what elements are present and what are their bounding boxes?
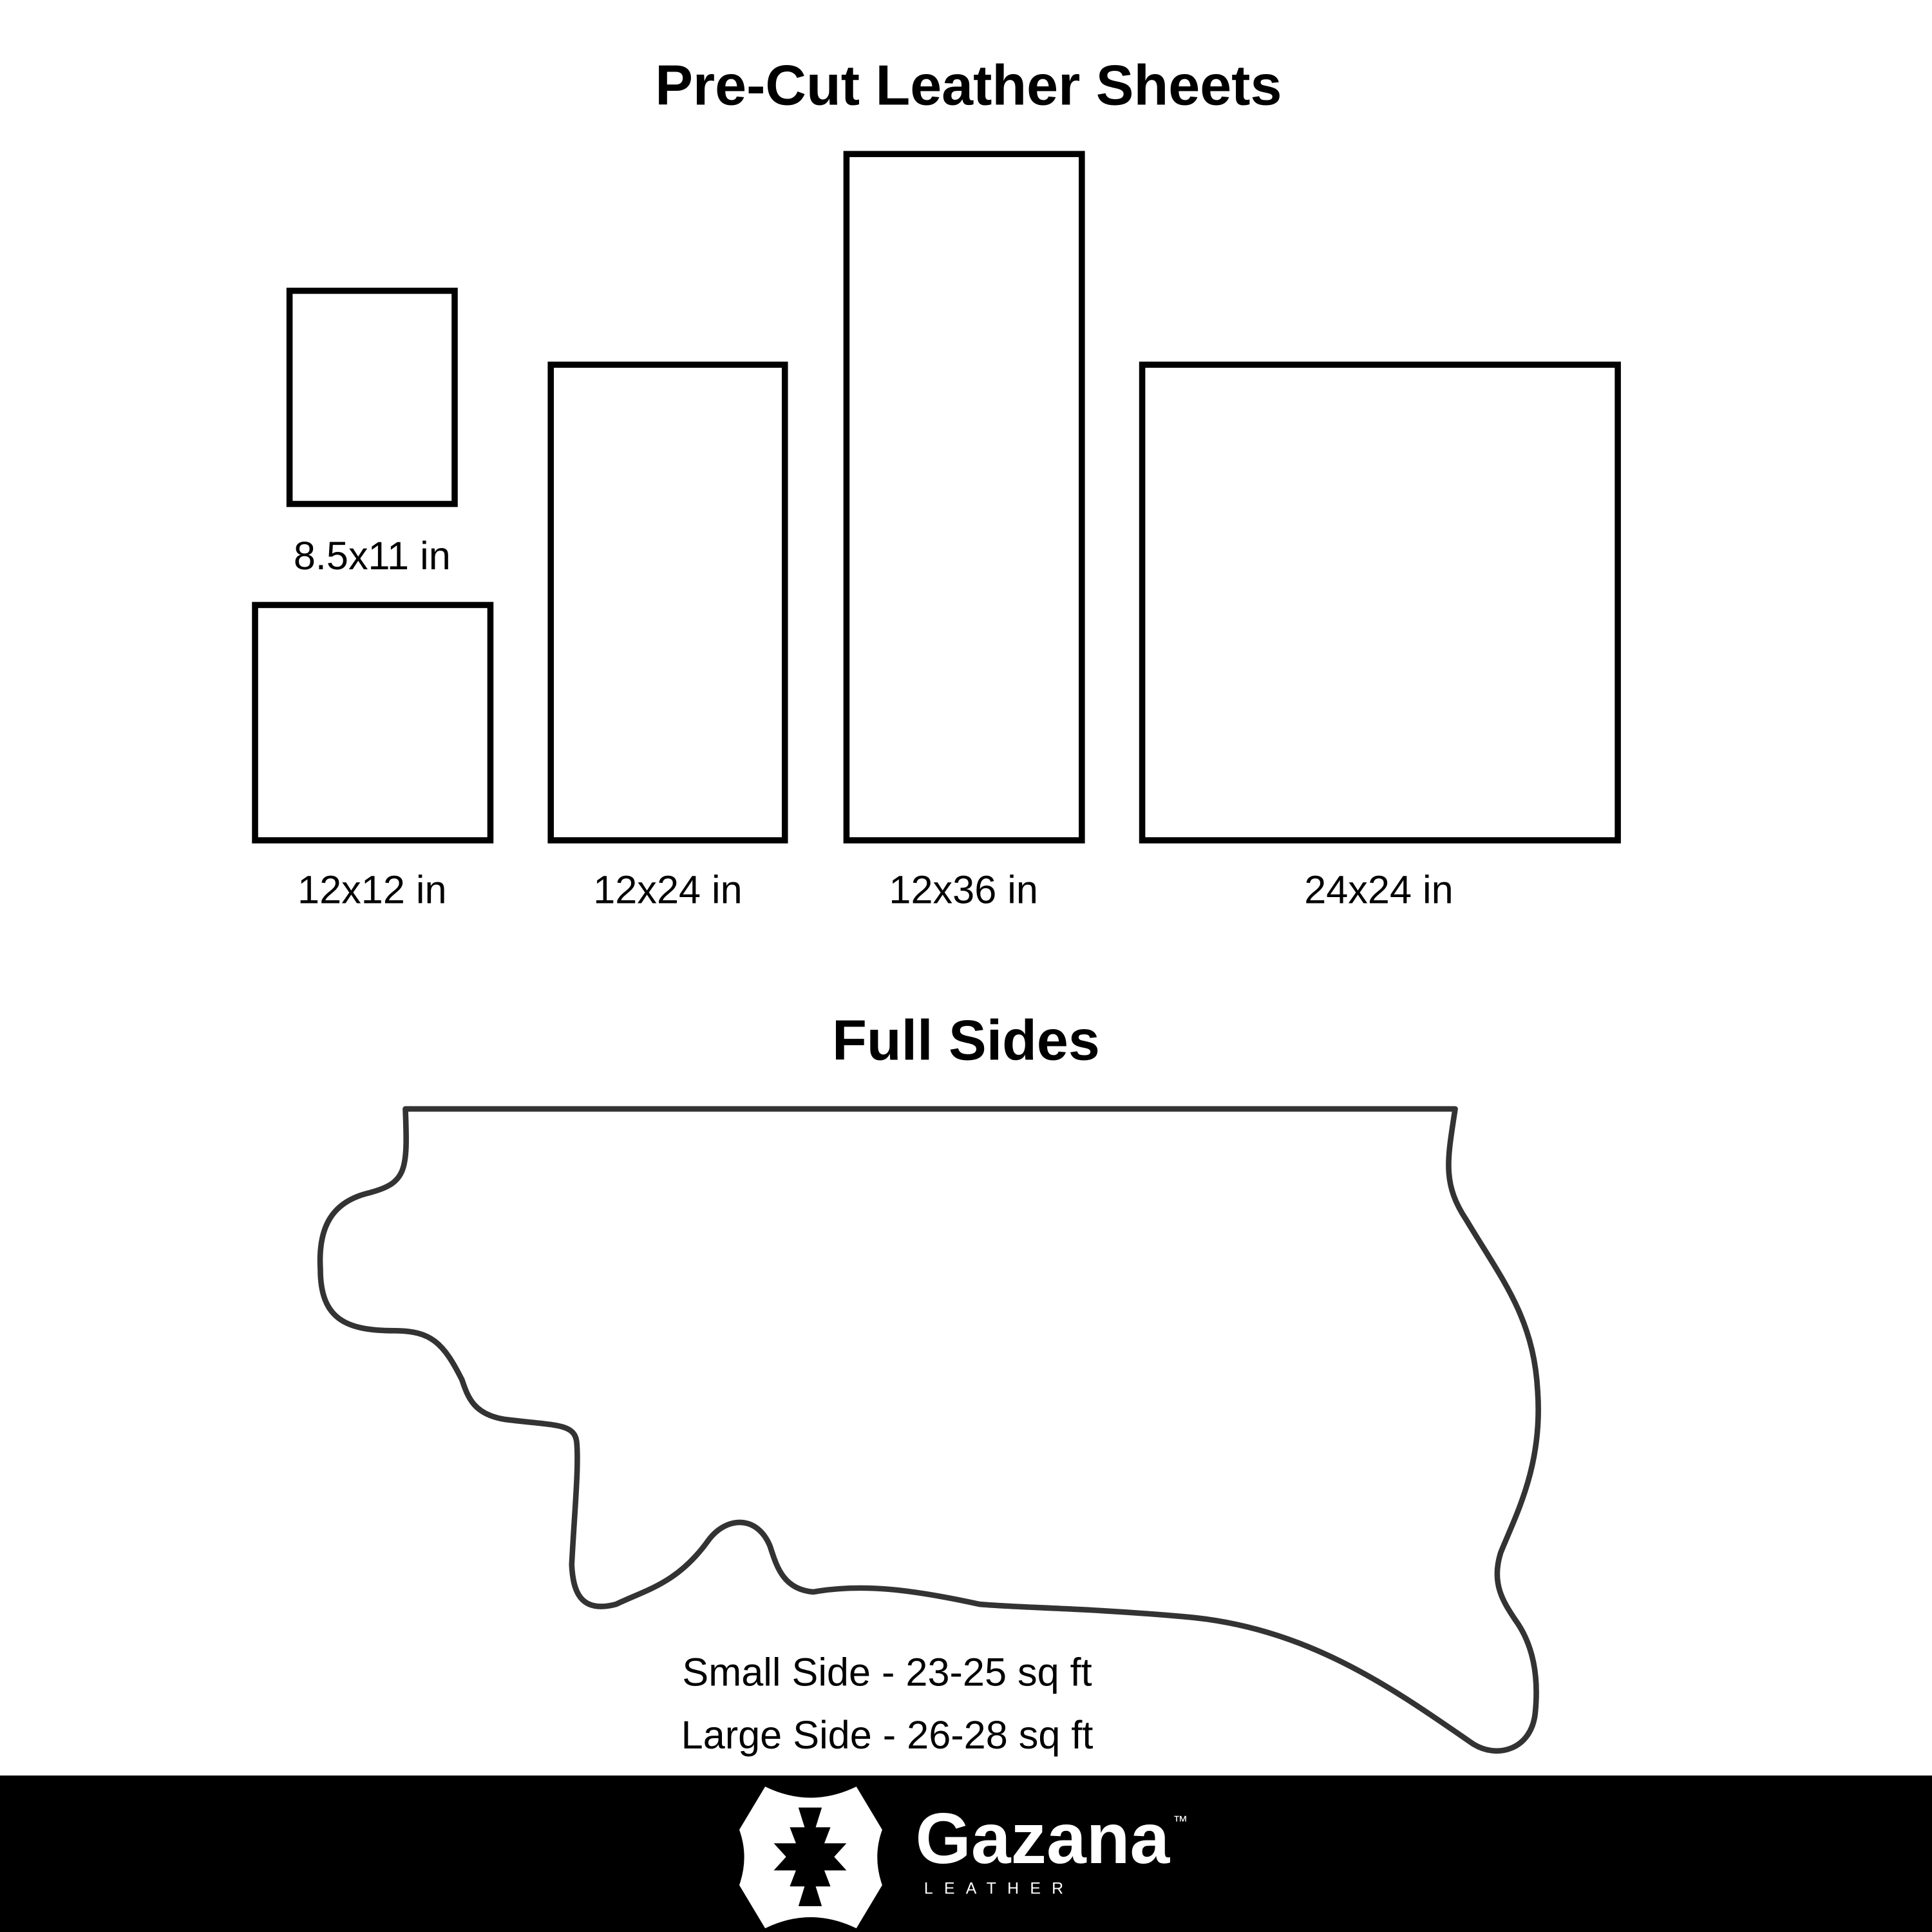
sheet-8-5x11: [286, 287, 458, 507]
gazana-logo-icon: [739, 1786, 882, 1929]
footer-band: [0, 1776, 1932, 1932]
sheet-label-12x12: 12x12 in: [298, 867, 446, 911]
small-side-size: Small Side - 23-25 sq ft: [682, 1650, 1092, 1694]
brand-subtitle: LEATHER: [924, 1880, 1074, 1898]
brand-name: Gazana: [916, 1799, 1171, 1879]
trademark: ™: [1173, 1812, 1188, 1829]
sheet-12x36: [843, 151, 1085, 844]
sheet-12x12: [252, 601, 494, 844]
sheet-24x24: [1139, 361, 1621, 844]
sheet-label-24x24: 24x24 in: [1304, 867, 1453, 911]
sheet-label-12x36: 12x36 in: [889, 867, 1037, 911]
sheet-12x24: [547, 361, 788, 844]
large-side-size: Large Side - 26-28 sq ft: [681, 1713, 1094, 1757]
precut-title: Pre-Cut Leather Sheets: [655, 53, 1282, 117]
full-sides-title: Full Sides: [832, 1008, 1100, 1072]
sheet-label-12x24: 12x24 in: [593, 867, 742, 911]
full-side-hide-outline: [317, 1106, 1541, 1754]
sheet-label-8-5x11: 8.5x11 in: [294, 534, 451, 578]
